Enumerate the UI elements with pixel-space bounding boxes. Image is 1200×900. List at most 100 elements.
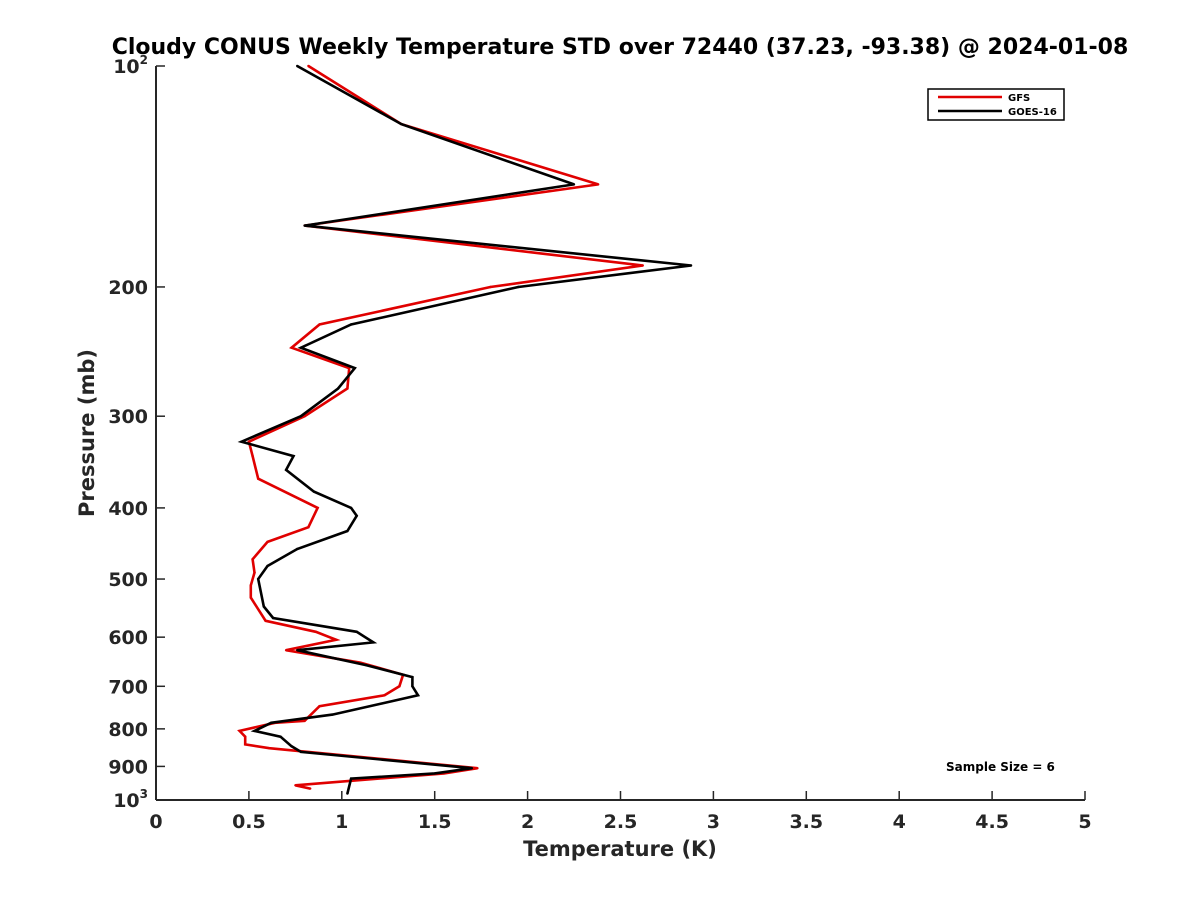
series-1-point-1 [400, 122, 403, 126]
y-tick-label-7: 800 [108, 719, 148, 741]
y-tick-label-9: 103 [113, 787, 148, 812]
x-tick-label-6: 3 [707, 811, 720, 833]
legend-box [927, 88, 1065, 121]
series-0-point-34 [244, 743, 247, 746]
series-1-point-4 [689, 264, 693, 267]
series-0-point-16 [266, 540, 269, 544]
legend: GFS GOES-16 [927, 88, 1065, 121]
x-axis-ticks: 0 0.5 1 1.5 2 2.5 3 3.5 4 4.5 5 [149, 791, 1092, 833]
x-tick-label-3: 1.5 [418, 811, 452, 833]
series-1-point-8 [353, 366, 356, 370]
series-0-point-5 [489, 285, 492, 289]
axes [155, 66, 1085, 801]
series-1-point-24 [372, 641, 375, 644]
series-0-point-32 [238, 729, 241, 733]
x-tick-label-7: 3.5 [789, 811, 823, 833]
series-0-point-6 [318, 323, 321, 326]
series-1-point-22 [271, 616, 275, 620]
series-1-point-35 [299, 750, 303, 754]
series-0-point-9 [346, 387, 349, 390]
series-0-point-7 [290, 346, 293, 349]
x-tick-label-8: 4 [893, 811, 906, 833]
series-1-point-12 [292, 454, 295, 458]
y-tick-label-0: 102 [113, 53, 148, 78]
x-tick-label-5: 2.5 [604, 811, 638, 833]
series-0-point-12 [251, 454, 254, 458]
series-1-point-39 [346, 792, 349, 795]
x-tick-label-0: 0 [149, 811, 162, 833]
series-0-point-18 [253, 571, 256, 574]
x-tick-label-2: 1 [335, 811, 348, 833]
x-tick-label-9: 4.5 [975, 811, 1009, 833]
y-tick-label-4: 500 [108, 569, 148, 591]
series-1-point-16 [355, 514, 358, 517]
series-1-point-7 [299, 346, 303, 349]
x-tick-label-4: 2 [521, 811, 534, 833]
x-tick-label-1: 0.5 [232, 811, 266, 833]
series-1-point-18 [296, 547, 299, 551]
series-1-point-19 [266, 564, 269, 568]
plot-area [237, 64, 693, 795]
series-1-point-28 [411, 685, 414, 688]
series-1-point-36 [470, 767, 474, 770]
series-0-point-28 [383, 694, 386, 697]
series-0-point-29 [318, 705, 321, 708]
series-0-point-0 [307, 64, 310, 68]
series-1-point-21 [262, 605, 265, 608]
series-1-point-34 [290, 745, 293, 748]
series-1-point-15 [349, 506, 353, 510]
series-0-point-35 [268, 747, 271, 750]
series-1-point-32 [253, 729, 256, 733]
y-tick-label-5: 600 [108, 627, 148, 649]
series-1-point-26 [364, 663, 368, 667]
legend-label-goes16: GOES-16 [1008, 107, 1057, 118]
series-1-point-29 [416, 694, 420, 697]
sample-size-annotation: Sample Size = 6 [946, 760, 1055, 774]
series-1-point-37 [433, 772, 436, 775]
series-1-group [237, 64, 693, 795]
y-tick-label-3: 400 [108, 498, 148, 520]
series-line-1 [237, 64, 692, 794]
series-0-point-36 [476, 767, 479, 770]
legend-label-gfs: GFS [1008, 93, 1030, 104]
series-1-point-3 [303, 224, 306, 227]
series-0-point-30 [303, 719, 306, 722]
series-0-point-15 [307, 526, 310, 529]
series-1-point-31 [270, 721, 273, 724]
series-0-point-19 [249, 584, 252, 587]
series-0-point-22 [314, 630, 317, 633]
series-0-group [237, 64, 644, 790]
series-1-point-33 [279, 735, 282, 738]
series-0-point-20 [249, 596, 252, 599]
series-0-point-38 [294, 784, 297, 787]
series-1-point-5 [517, 285, 520, 289]
series-line-0 [237, 64, 643, 790]
y-axis-label: Pressure (mb) [75, 349, 99, 517]
x-tick-label-10: 5 [1078, 811, 1091, 833]
series-1-point-30 [331, 713, 334, 716]
x-axis-label: Temperature (K) [523, 837, 717, 861]
series-1-point-10 [299, 415, 303, 418]
series-0-point-24 [284, 649, 288, 652]
series-0-point-39 [309, 787, 312, 790]
series-0-point-13 [257, 477, 260, 480]
series-1-point-17 [346, 529, 349, 533]
series-1-point-25 [296, 649, 299, 652]
series-1-point-11 [240, 440, 243, 443]
y-tick-label-6: 700 [108, 676, 148, 698]
y-tick-label-8: 900 [108, 756, 148, 778]
y-tick-label-2: 300 [108, 406, 148, 428]
series-0-point-10 [303, 415, 306, 418]
series-1-point-6 [349, 323, 353, 326]
chart-title: Cloudy CONUS Weekly Temperature STD over… [112, 35, 1129, 60]
series-0-point-33 [244, 735, 247, 738]
y-axis-ticks: 102 200 300 400 500 600 700 800 900 103 [108, 53, 165, 812]
series-0-point-4 [641, 264, 644, 267]
series-0-point-2 [597, 183, 600, 186]
series-0-point-23 [335, 638, 338, 641]
series-0-point-14 [316, 506, 319, 510]
series-1-point-23 [355, 630, 358, 633]
series-1-point-27 [411, 675, 414, 679]
series-1-point-9 [336, 387, 340, 390]
